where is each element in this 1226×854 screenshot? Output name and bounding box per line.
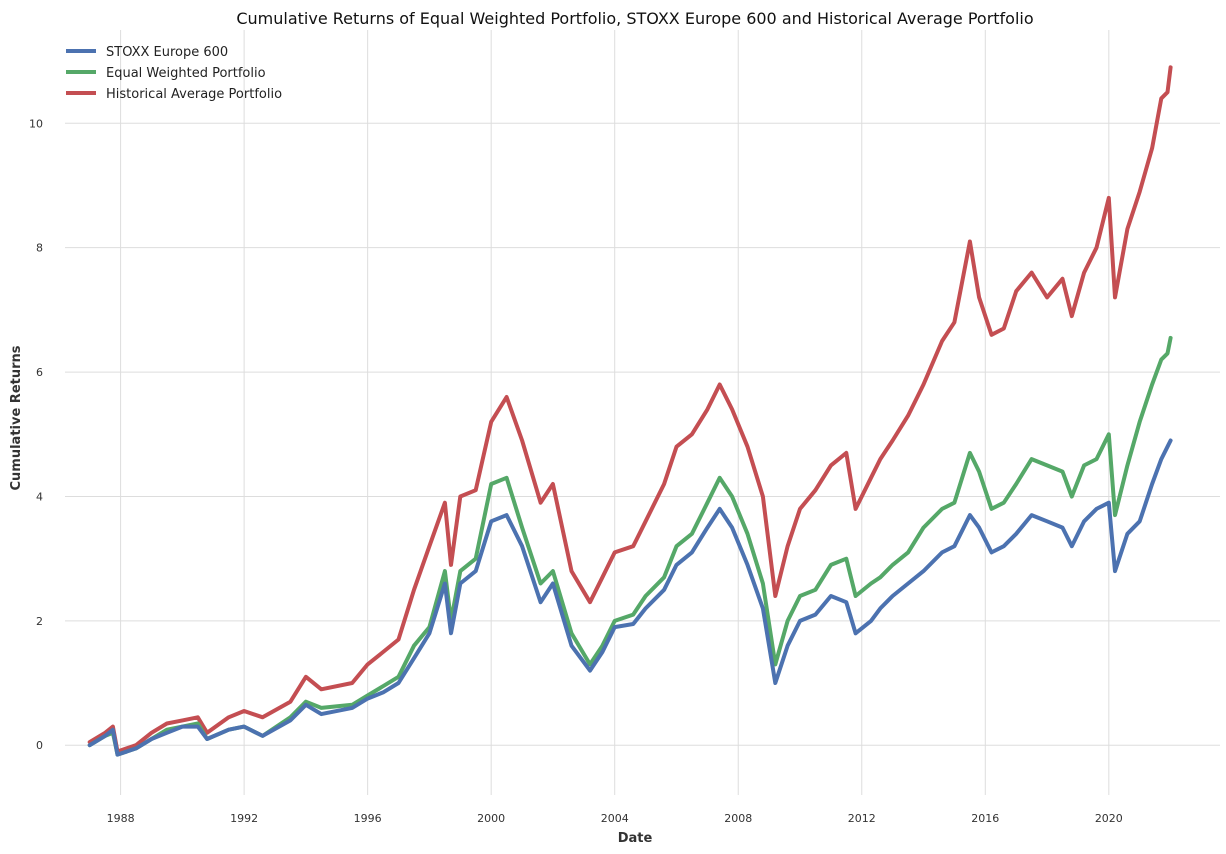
y-tick-label: 0	[36, 739, 43, 752]
x-tick-label: 2004	[601, 812, 629, 825]
y-tick-label: 4	[36, 490, 43, 503]
x-tick-label: 2012	[848, 812, 876, 825]
x-tick-label: 2000	[477, 812, 505, 825]
series-line-stoxx-europe-600	[87, 438, 1173, 757]
y-tick-label: 6	[36, 366, 43, 379]
y-tick-label: 10	[29, 117, 43, 130]
series-line-historical-average-portfolio	[87, 65, 1173, 754]
x-tick-label: 2016	[971, 812, 999, 825]
x-tick-label: 2008	[724, 812, 752, 825]
x-axis-label: Date	[618, 831, 653, 846]
legend-label: STOXX Europe 600	[106, 45, 228, 60]
legend-label: Equal Weighted Portfolio	[106, 66, 266, 81]
tick-labels: 1988 1992 1996 2000 2004 2008 2012 2016 2020 0 2 4 6…	[29, 117, 1123, 825]
grid	[65, 30, 1220, 795]
y-tick-label: 8	[36, 242, 43, 255]
legend: STOXX Europe 600 Equal Weighted Portfolio…	[66, 45, 282, 102]
y-tick-label: 2	[36, 615, 43, 628]
x-tick-label: 1996	[354, 812, 382, 825]
legend-label: Historical Average Portfolio	[106, 87, 282, 102]
series-lines	[87, 65, 1173, 757]
x-tick-label: 2020	[1095, 812, 1123, 825]
y-axis-label: Cumulative Returns	[9, 345, 24, 490]
series-line-equal-weighted-portfolio	[87, 335, 1173, 757]
chart-title: Cumulative Returns of Equal Weighted Por…	[236, 9, 1033, 28]
x-tick-label: 1992	[230, 812, 258, 825]
x-tick-label: 1988	[107, 812, 135, 825]
